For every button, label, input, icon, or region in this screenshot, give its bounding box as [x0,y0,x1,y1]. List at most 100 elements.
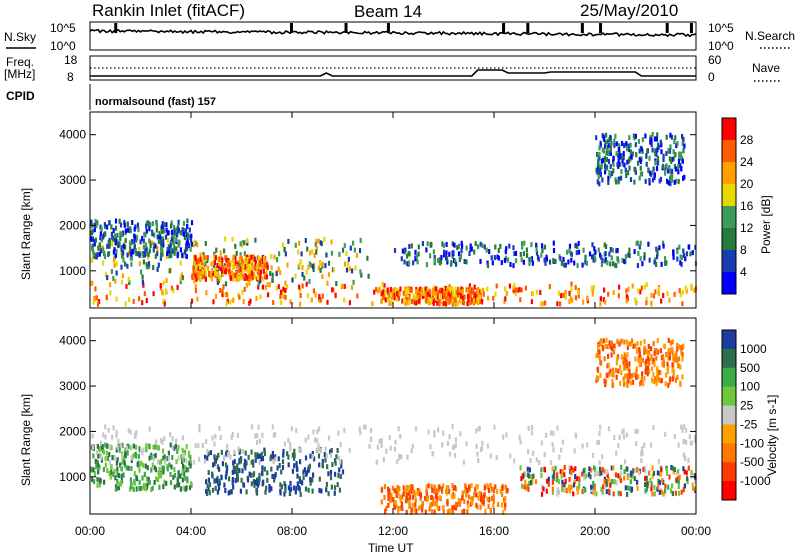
scatter-cell [389,494,392,499]
scatter-cell [235,271,238,277]
scatter-cell [625,298,628,304]
scatter-cell [319,240,322,246]
scatter-cell [567,259,570,265]
scatter-cell [661,354,664,360]
scatter-cell [461,495,464,501]
scatter-cell [155,227,158,233]
scatter-cell [212,462,215,468]
scatter-cell [244,266,247,272]
scatter-cell [120,231,123,237]
y-tick-label: 4000 [59,128,86,142]
scatter-cell [594,249,597,255]
scatter-cell [470,297,474,303]
scatter-cell [487,496,490,502]
scatter-cell [145,443,148,449]
scatter-cell [471,288,475,294]
scatter-cell [215,247,218,253]
scatter-cell [654,151,657,156]
scatter-cell [131,220,134,225]
scatter-cell [638,358,641,364]
scatter-cell [128,297,131,303]
scatter-cell [220,449,223,455]
scatter-cell [405,485,408,491]
scatter-cell [627,286,630,292]
scatter-cell [121,442,124,448]
scatter-cell [527,449,530,455]
colorbar-tick-label: 28 [740,133,754,147]
scatter-cell [161,251,164,257]
scatter-cell [502,434,505,440]
scatter-cell [439,295,442,301]
scatter-cell [465,245,468,251]
scatter-cell [276,257,279,263]
velocity-y-axis-label: Slant Range [km] [19,394,33,486]
scatter-cell [660,378,663,384]
scatter-cell [437,258,440,264]
scatter-cell [234,255,237,261]
scatter-cell [634,167,637,173]
scatter-cell [369,427,373,433]
scatter-cell [644,467,647,473]
scatter-cell [528,473,531,479]
scatter-cell [175,438,178,444]
scatter-cell [115,249,118,255]
scatter-cell [649,139,652,145]
scatter-cell [628,486,632,491]
scatter-cell [119,231,122,237]
scatter-cell [664,256,667,262]
scatter-cell [582,468,585,474]
scatter-cell [601,454,604,460]
scatter-cell [216,263,219,268]
scatter-cell [167,248,171,254]
scatter-cell [601,258,604,264]
scatter-cell [465,259,468,265]
power-y-axis-label: Slant Range [km] [19,188,33,280]
scatter-cell [172,474,175,480]
scatter-cell [294,242,297,248]
scatter-cell [171,455,174,460]
scatter-cell [643,255,646,261]
scatter-cell [124,453,127,459]
scatter-cell [216,464,219,470]
scatter-cell [534,479,538,485]
scatter-cell [405,509,408,515]
scatter-cell [228,271,231,277]
scatter-cell [480,445,484,451]
scatter-cell [497,502,500,507]
scatter-cell [98,242,101,248]
scatter-cell [504,257,507,263]
scatter-cell [442,483,445,489]
scatter-cell [453,242,456,248]
scatter-cell [92,251,95,257]
scatter-cell [436,495,439,501]
scatter-cell [673,163,676,169]
scatter-cell [461,296,464,301]
scatter-cell [619,340,622,346]
scatter-cell [671,362,674,368]
scatter-cell [635,240,638,246]
scatter-cell [266,264,269,270]
scatter-cell [592,481,595,486]
scatter-cell [304,437,307,443]
scatter-cell [584,259,587,265]
scatter-cell [636,341,639,347]
scatter-cell [641,357,644,363]
scatter-cell [348,266,351,272]
scatter-cell [172,224,176,230]
scatter-cell [331,287,334,293]
scatter-cell [681,158,684,164]
scatter-cell [248,300,251,306]
x-tick-label: 00:00 [681,524,711,538]
scatter-cell [682,148,685,154]
scatter-cell [486,263,490,269]
scatter-cell [289,299,292,305]
scatter-cell [238,294,241,300]
scatter-cell [161,221,164,227]
scatter-cell [133,226,136,232]
scatter-cell [544,300,547,306]
scatter-cell [319,267,322,273]
scatter-cell [122,257,125,263]
scatter-cell [412,293,415,299]
scatter-cell [112,228,115,233]
scatter-cell [517,288,520,293]
